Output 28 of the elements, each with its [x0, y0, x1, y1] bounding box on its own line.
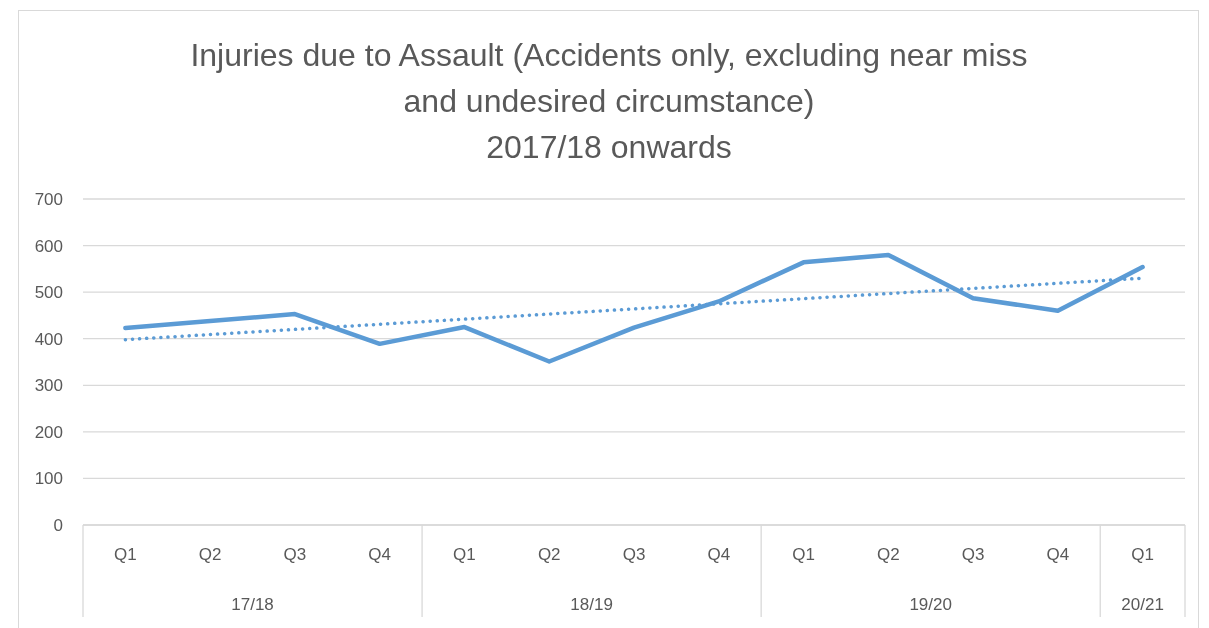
x-tick-label: Q1 [792, 545, 815, 565]
x-tick-label: Q1 [114, 545, 137, 565]
text: 19/20 [909, 595, 952, 614]
y-tick-label: 700 [34, 190, 63, 210]
text: 20/21 [1121, 595, 1164, 614]
chart-subtitle: 2017/18 onwards [485, 128, 733, 167]
x-tick-label: Q2 [537, 545, 561, 565]
x-tick-label: Q1 [453, 545, 476, 565]
y-tick-label: 600 [34, 236, 63, 256]
y-tick-label: 200 [34, 422, 63, 442]
x-tick-label: Q1 [1131, 545, 1154, 565]
x-tick-label: Q4 [368, 545, 392, 565]
x-tick-label: Q3 [622, 545, 646, 565]
y-tick-label: 100 [34, 469, 63, 489]
x-tick-label: Q2 [876, 545, 900, 565]
y-tick-label: 0 [53, 516, 63, 536]
line-series [123, 252, 1145, 364]
y-tick-label: 300 [34, 376, 63, 396]
text: 18/19 [570, 595, 613, 614]
x-tick-label: Q4 [1046, 545, 1070, 565]
x-tick-label: Q3 [283, 545, 307, 565]
chart-title: Injuries due to Assault (Accidents only, excluding near miss and undesired circumstance) [189, 36, 1029, 121]
y-tick-label: 500 [34, 283, 63, 303]
x-tick-label: Q3 [961, 545, 985, 565]
x-tick-label: Q2 [198, 545, 222, 565]
y-tick-label: 400 [34, 329, 63, 349]
x-tick-label: Q4 [707, 545, 731, 565]
text: 17/18 [231, 595, 274, 614]
